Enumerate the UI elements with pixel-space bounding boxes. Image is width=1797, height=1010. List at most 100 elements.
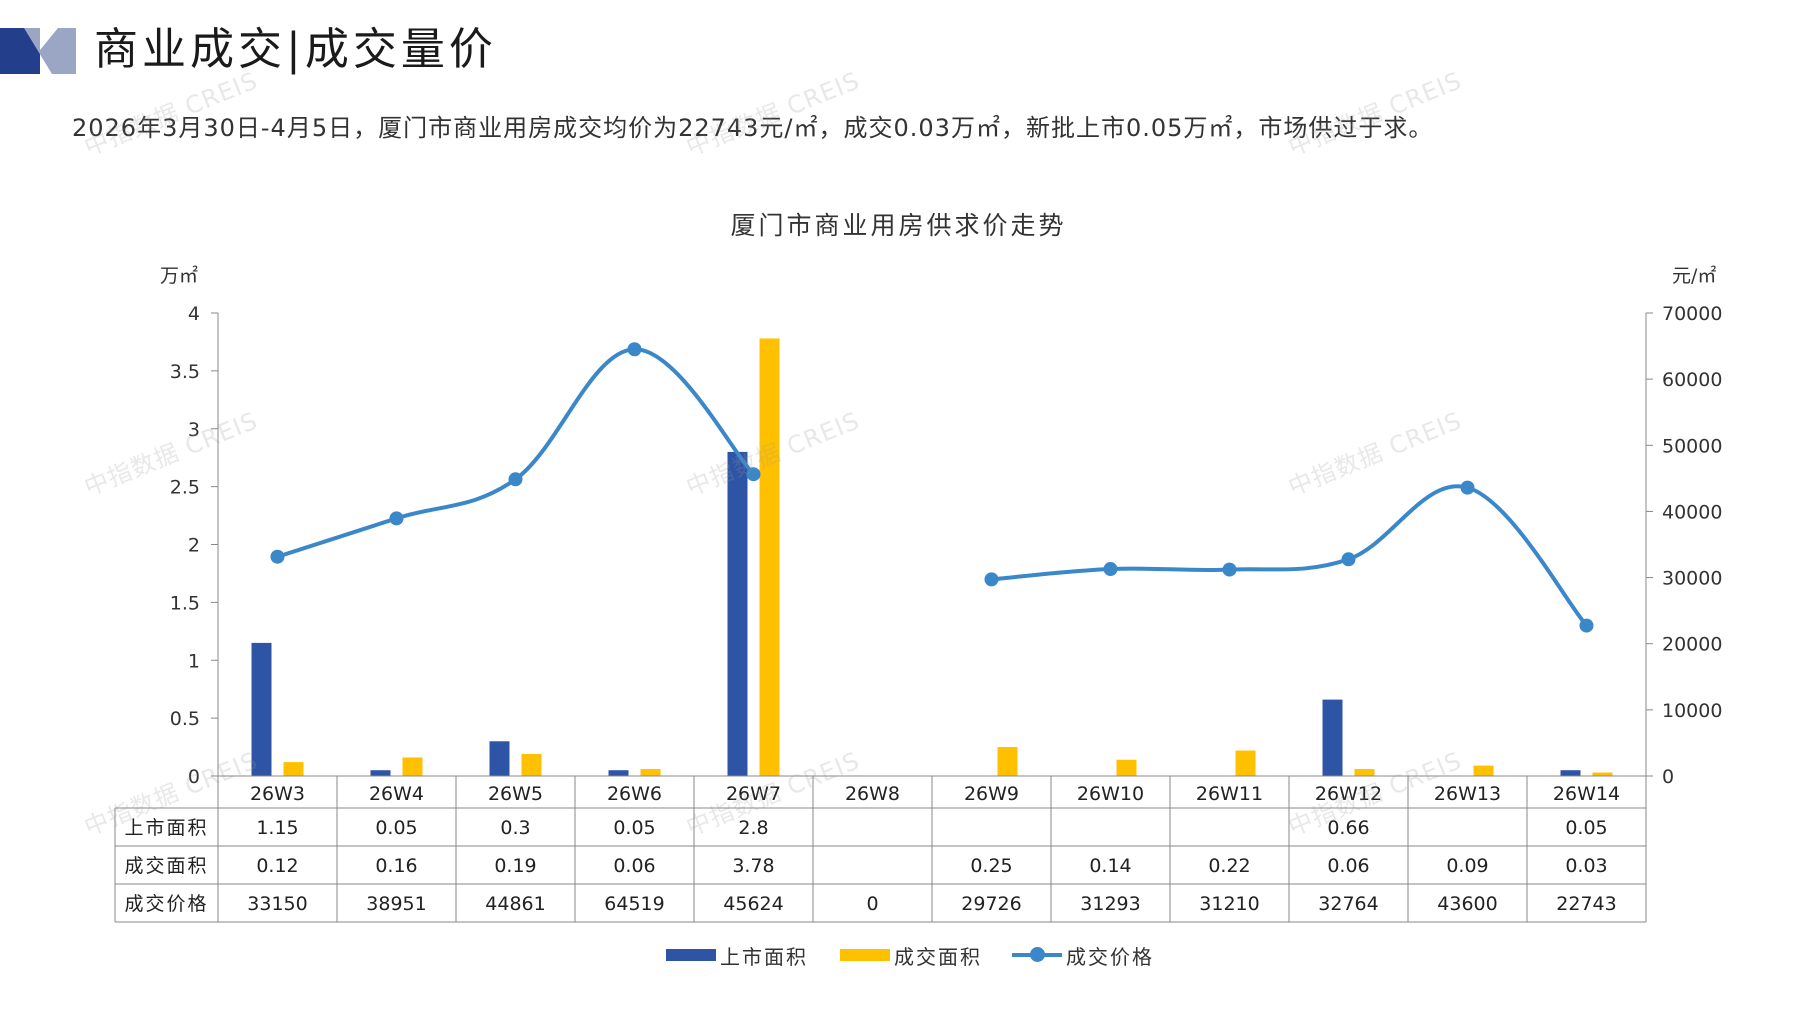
right-axis-tick-label: 20000 <box>1662 634 1722 656</box>
table-row-label: 成交价格 <box>124 893 208 915</box>
price-point <box>270 549 285 564</box>
table-cell-value: 31293 <box>1080 893 1140 915</box>
table-cell-value: 0.22 <box>1208 855 1250 877</box>
legend-label-listed: 上市面积 <box>720 944 808 969</box>
bar-listed-area <box>370 770 391 776</box>
x-axis-category-label: 26W6 <box>607 783 662 805</box>
table-cell-value: 0.66 <box>1327 817 1369 839</box>
table-cell-value: 0.05 <box>613 817 655 839</box>
right-axis-tick-label: 30000 <box>1662 568 1722 590</box>
bar-listed-area <box>727 451 748 776</box>
bar-traded-area <box>1354 769 1375 776</box>
table-cell-value: 1.15 <box>256 817 298 839</box>
x-axis-category-label: 26W12 <box>1315 783 1382 805</box>
right-axis-tick-label: 40000 <box>1662 501 1722 523</box>
table-cell-value: 22743 <box>1556 893 1616 915</box>
right-axis-unit: 元/㎡ <box>1672 265 1717 287</box>
price-point <box>746 467 761 482</box>
legend-label-price: 成交价格 <box>1066 944 1154 969</box>
page-title: 商业成交|成交量价 <box>94 24 497 75</box>
logo-light-block <box>24 28 76 74</box>
table-cell-value: 0.16 <box>375 855 417 877</box>
left-axis-tick-label: 3 <box>188 419 200 441</box>
table-cell-value: 0.25 <box>970 855 1012 877</box>
legend-swatch-traded <box>840 949 890 961</box>
legend-swatch-listed <box>666 949 716 961</box>
table-cell-value: 0.06 <box>613 855 655 877</box>
legend-swatch-price <box>1012 947 1062 962</box>
table-cell-value: 0.06 <box>1327 855 1369 877</box>
price-point <box>389 511 404 526</box>
table-row-label: 成交面积 <box>124 855 208 877</box>
table-cell-value: 64519 <box>604 893 664 915</box>
left-axis-tick-label: 2.5 <box>170 477 200 499</box>
table-cell-value: 0.12 <box>256 855 298 877</box>
left-axis-tick-label: 3.5 <box>170 361 200 383</box>
price-point <box>1103 562 1118 577</box>
legend-label-traded: 成交面积 <box>894 944 982 969</box>
table-cell-value: 0.19 <box>494 855 536 877</box>
left-axis-tick-label: 4 <box>188 303 200 325</box>
table-cell-value: 0.3 <box>500 817 530 839</box>
left-axis-tick-label: 1.5 <box>170 592 200 614</box>
left-axis-unit: 万㎡ <box>160 265 199 287</box>
x-axis-category-label: 26W7 <box>726 783 781 805</box>
brand-logo <box>0 28 76 74</box>
right-axis-tick-label: 0 <box>1662 766 1674 788</box>
table-cell-value: 33150 <box>247 893 307 915</box>
bar-listed-area <box>608 770 629 776</box>
legend-item-price: 成交价格 <box>1012 940 1154 970</box>
table-cell-value: 0 <box>866 893 878 915</box>
price-point <box>508 472 523 487</box>
table-cell-value: 3.78 <box>732 855 774 877</box>
legend-item-listed: 上市面积 <box>666 940 808 970</box>
price-line <box>275 347 756 559</box>
table-cell-value: 2.8 <box>738 817 768 839</box>
x-axis-category-label: 26W13 <box>1434 783 1501 805</box>
price-line <box>989 484 1589 628</box>
table-cell-value: 32764 <box>1318 893 1378 915</box>
table-cell-value: 43600 <box>1437 893 1497 915</box>
bar-traded-area <box>521 754 542 776</box>
left-axis-tick-label: 1 <box>188 650 200 672</box>
bar-traded-area <box>640 769 661 776</box>
price-point <box>1222 562 1237 577</box>
table-cell-value: 0.05 <box>375 817 417 839</box>
bar-traded-area <box>997 747 1018 776</box>
chart-title: 厦门市商业用房供求价走势 <box>730 211 1067 240</box>
bar-listed-area <box>1560 770 1581 776</box>
left-axis-tick-label: 0 <box>188 766 200 788</box>
table-cell-value: 38951 <box>366 893 426 915</box>
x-axis-category-label: 26W3 <box>250 783 305 805</box>
chart-legend: 上市面积 成交面积 成交价格 <box>0 940 1797 970</box>
x-axis-category-label: 26W14 <box>1553 783 1620 805</box>
x-axis-category-label: 26W11 <box>1196 783 1263 805</box>
x-axis-category-label: 26W8 <box>845 783 900 805</box>
table-cell-value: 29726 <box>961 893 1021 915</box>
legend-item-traded: 成交面积 <box>840 940 982 970</box>
table-cell-value: 45624 <box>723 893 783 915</box>
summary-text: 2026年3月30日-4月5日，厦门市商业用房成交均价为22743元/㎡，成交0… <box>72 114 1434 142</box>
price-point <box>627 342 642 357</box>
table-cell-value: 31210 <box>1199 893 1259 915</box>
price-point <box>1579 618 1594 633</box>
table-cell-value: 0.05 <box>1565 817 1607 839</box>
table-cell-value: 0.09 <box>1446 855 1488 877</box>
bar-traded-area <box>1592 772 1613 776</box>
left-axis-tick-label: 0.5 <box>170 708 200 730</box>
table-row-label: 上市面积 <box>124 817 208 839</box>
bar-traded-area <box>402 757 423 776</box>
x-axis-category-label: 26W9 <box>964 783 1019 805</box>
table-cell-value: 44861 <box>485 893 545 915</box>
x-axis-category-label: 26W5 <box>488 783 543 805</box>
bar-traded-area <box>1235 750 1256 776</box>
bar-listed-area <box>1322 699 1343 776</box>
right-axis-tick-label: 70000 <box>1662 303 1722 325</box>
right-axis-tick-label: 50000 <box>1662 435 1722 457</box>
bar-listed-area <box>251 642 272 776</box>
x-axis-category-label: 26W4 <box>369 783 424 805</box>
bar-traded-area <box>759 338 780 776</box>
bar-traded-area <box>283 762 304 776</box>
bar-listed-area <box>489 741 510 776</box>
